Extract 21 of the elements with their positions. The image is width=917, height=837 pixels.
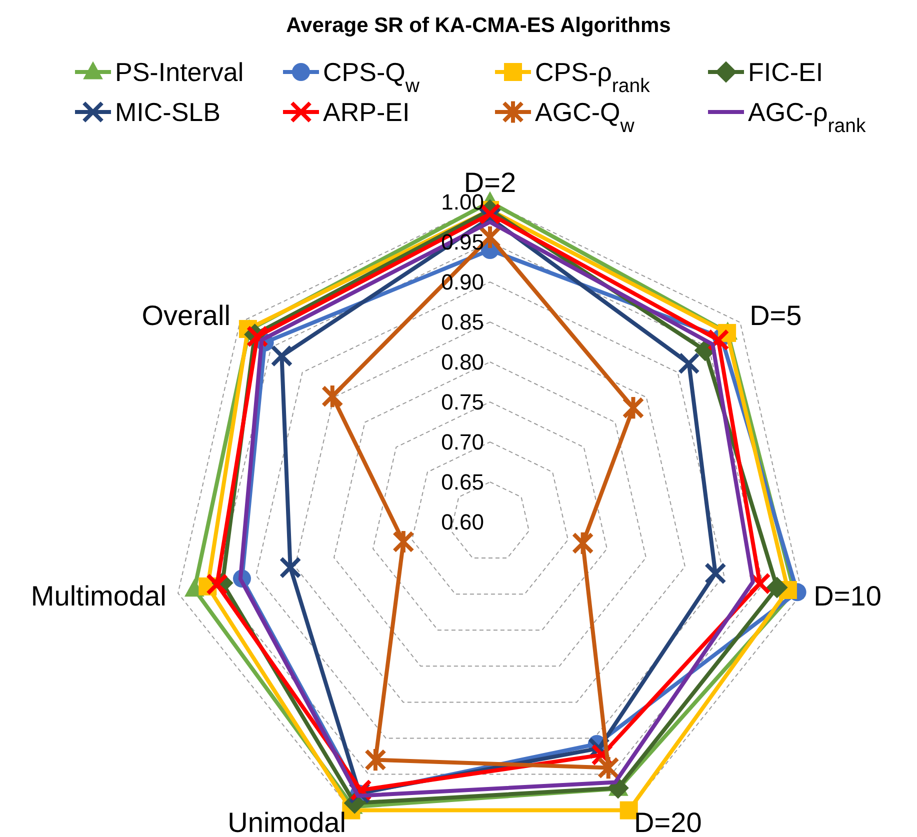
legend-label: FIC-EI — [748, 57, 824, 88]
legend-label: AGC-ρ$_{rank}$ — [748, 97, 866, 138]
spoke-label: Overall — [142, 300, 230, 331]
chart-title: Average SR of KA-CMA-ES Algorithms — [286, 14, 671, 37]
legend-label: PS-Interval — [115, 57, 244, 88]
spoke-label: D=20 — [634, 807, 702, 837]
legend-label: MIC-SLB — [115, 97, 220, 128]
y-tick-label: 0.85 — [441, 310, 484, 335]
legend-label: ARP-EI — [323, 97, 410, 128]
spoke-label: Unimodal — [228, 807, 346, 837]
spoke-label: D=5 — [750, 300, 802, 331]
spoke-label: Multimodal — [30, 580, 166, 612]
legend-label: AGC-Q$_{w}$ — [535, 97, 636, 138]
legend-label: CPS-Q$_{w}$ — [323, 57, 420, 98]
y-tick-label: 0.75 — [441, 390, 484, 415]
y-tick-label: 0.60 — [441, 510, 484, 535]
legend-label: CPS-ρ$_{rank}$ — [535, 57, 650, 98]
y-tick-label: 0.65 — [441, 470, 484, 495]
y-tick-label: 0.70 — [441, 430, 484, 455]
spoke-label: D=10 — [814, 580, 882, 612]
y-tick-label: 0.80 — [441, 350, 484, 375]
